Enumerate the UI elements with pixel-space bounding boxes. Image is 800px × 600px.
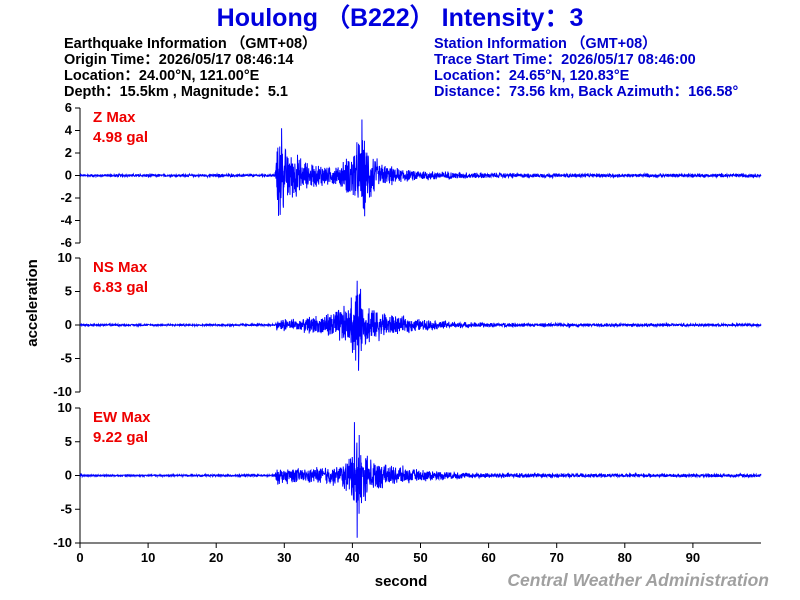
y-tick-label: 4 bbox=[65, 123, 73, 138]
panel-ns: 10 5 0 -5 -10 NS Max 6.83 gal bbox=[53, 250, 762, 399]
max-title: EW Max bbox=[93, 409, 151, 426]
y-tick-label: -4 bbox=[60, 213, 72, 228]
x-axis: 0 10 20 30 40 50 60 70 80 90 bbox=[76, 542, 761, 565]
panel-ew: 10 5 0 -5 -10 EW Max 9.22 gal bbox=[53, 400, 762, 550]
x-tick-label: 60 bbox=[481, 550, 495, 565]
y-tick-label: 0 bbox=[65, 468, 72, 483]
chart-title: Houlong （B222） Intensity：3 bbox=[217, 3, 584, 32]
y-tick-label: 0 bbox=[65, 168, 72, 183]
x-tick-label: 90 bbox=[686, 550, 700, 565]
y-tick-label: -5 bbox=[60, 501, 72, 516]
y-tick-label: 5 bbox=[65, 434, 72, 449]
max-value: 4.98 gal bbox=[93, 129, 148, 146]
trace-panels: 6 4 2 0 -2 -4 -6 Z Max 4.98 gal 10 5 0 -5 -10 NS Max 6.… bbox=[53, 100, 762, 550]
earthquake-info-header: Earthquake Information （GMT+08） bbox=[64, 34, 317, 52]
station-info-header: Station Information （GMT+08） bbox=[434, 34, 657, 52]
y-axis-label: acceleration bbox=[24, 259, 41, 347]
y-tick-label: -5 bbox=[60, 351, 72, 366]
station-trace-start: Trace Start Time：2026/05/17 08:46:00 bbox=[434, 52, 696, 68]
x-tick-label: 10 bbox=[141, 550, 155, 565]
x-tick-label: 20 bbox=[209, 550, 223, 565]
station-distance: Distance：73.56 km, Back Azimuth：166.58° bbox=[434, 84, 738, 100]
y-tick-label: 5 bbox=[65, 284, 72, 299]
y-tick-label: -2 bbox=[60, 190, 72, 205]
x-axis-label: second bbox=[375, 573, 428, 590]
max-title: Z Max bbox=[93, 109, 136, 126]
waveform-z bbox=[79, 119, 762, 217]
x-tick-label: 70 bbox=[549, 550, 563, 565]
earthquake-info: Earthquake Information （GMT+08） Origin T… bbox=[64, 34, 317, 100]
x-tick-label: 40 bbox=[345, 550, 359, 565]
station-location: Location：24.65°N, 120.83°E bbox=[434, 68, 630, 84]
waveform-ew bbox=[79, 422, 762, 538]
y-tick-label: 0 bbox=[65, 317, 72, 332]
earthquake-depth-magnitude: Depth：15.5km , Magnitude：5.1 bbox=[64, 84, 288, 100]
x-tick-label: 0 bbox=[76, 550, 83, 565]
earthquake-origin-time: Origin Time：2026/05/17 08:46:14 bbox=[64, 52, 293, 68]
y-tick-label: 6 bbox=[65, 100, 72, 115]
earthquake-location: Location：24.00°N, 121.00°E bbox=[64, 68, 260, 84]
y-tick-label: 10 bbox=[58, 250, 72, 265]
y-tick-label: -10 bbox=[53, 535, 72, 550]
waveform-ns bbox=[79, 280, 762, 371]
x-tick-label: 50 bbox=[413, 550, 427, 565]
credit-label: Central Weather Administration bbox=[507, 570, 769, 590]
y-tick-label: -6 bbox=[60, 235, 72, 250]
y-tick-label: 2 bbox=[65, 145, 72, 160]
max-value: 9.22 gal bbox=[93, 429, 148, 446]
panel-z: 6 4 2 0 -2 -4 -6 Z Max 4.98 gal bbox=[60, 100, 762, 250]
station-info: Station Information （GMT+08） Trace Start… bbox=[434, 34, 738, 100]
y-tick-label: -10 bbox=[53, 384, 72, 399]
x-tick-label: 80 bbox=[618, 550, 632, 565]
max-value: 6.83 gal bbox=[93, 279, 148, 296]
y-tick-label: 10 bbox=[58, 400, 72, 415]
max-title: NS Max bbox=[93, 259, 148, 276]
x-tick-label: 30 bbox=[277, 550, 291, 565]
